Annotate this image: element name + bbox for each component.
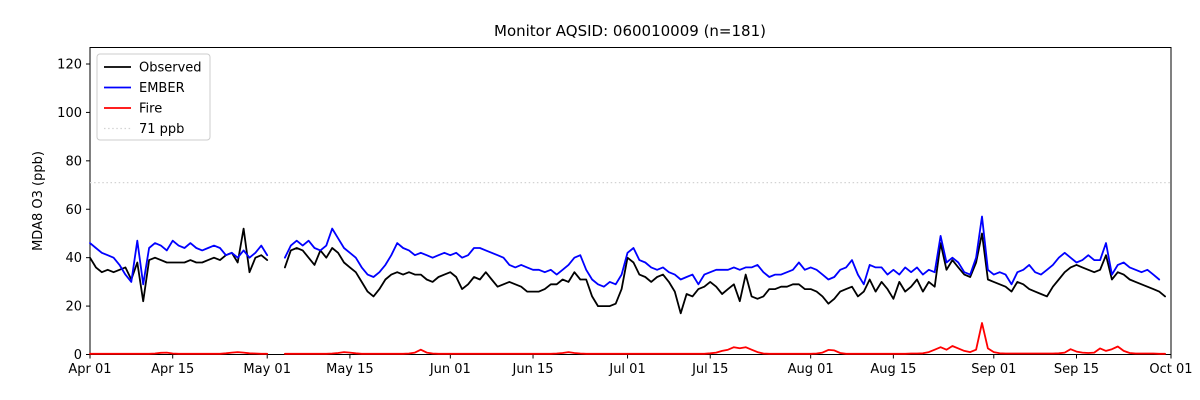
y-tick-label: 100 <box>57 106 82 121</box>
legend-box <box>96 53 211 141</box>
x-tick-label: Aug 01 <box>788 362 834 377</box>
plot-frame <box>89 47 1172 355</box>
y-tick-label: 60 <box>65 203 82 218</box>
legend-label-71-ppb: 71 ppb <box>139 122 184 137</box>
chart-title: Monitor AQSID: 060010009 (n=181) <box>494 22 766 40</box>
y-axis-label: MDA8 O3 (ppb) <box>31 151 46 251</box>
x-tick-label: Jun 01 <box>429 362 471 377</box>
series-line-fire <box>283 322 1166 355</box>
x-tick-label: Sep 15 <box>1054 362 1099 377</box>
series-line-ember <box>89 239 269 286</box>
series-line-observed <box>283 232 1166 315</box>
legend: Observed EMBER Fire 71 ppb <box>96 53 211 141</box>
x-tick-label: Oct 01 <box>1149 362 1192 377</box>
legend-label-observed: Observed <box>139 61 202 76</box>
axes: 0 20 40 60 80 100 120 Apr 01 Apr 15 May 01 May 15 J… <box>57 47 1193 377</box>
x-tick-label: Aug 15 <box>870 362 916 377</box>
x-tick-label: May 15 <box>326 362 374 377</box>
series-line-fire <box>89 351 269 355</box>
x-tick-label: May 01 <box>243 362 291 377</box>
y-tick-label: 0 <box>74 348 82 363</box>
x-tick-label: Jun 15 <box>512 362 554 377</box>
legend-label-fire: Fire <box>139 102 162 117</box>
y-tick-label: 40 <box>65 251 82 266</box>
legend-label-ember: EMBER <box>139 81 185 96</box>
y-tick-label: 20 <box>65 300 82 315</box>
x-tick-label: Jul 01 <box>608 362 645 377</box>
x-tick-label: Jul 15 <box>691 362 728 377</box>
series-line-ember <box>283 215 1161 288</box>
x-tick-label: Apr 01 <box>68 362 111 377</box>
x-tick-label: Apr 15 <box>151 362 194 377</box>
x-tick-label: Sep 01 <box>971 362 1016 377</box>
y-tick-label: 80 <box>65 154 82 169</box>
series-line-observed <box>89 227 269 303</box>
plot-area <box>89 182 1171 355</box>
y-tick-label: 120 <box>57 58 82 73</box>
